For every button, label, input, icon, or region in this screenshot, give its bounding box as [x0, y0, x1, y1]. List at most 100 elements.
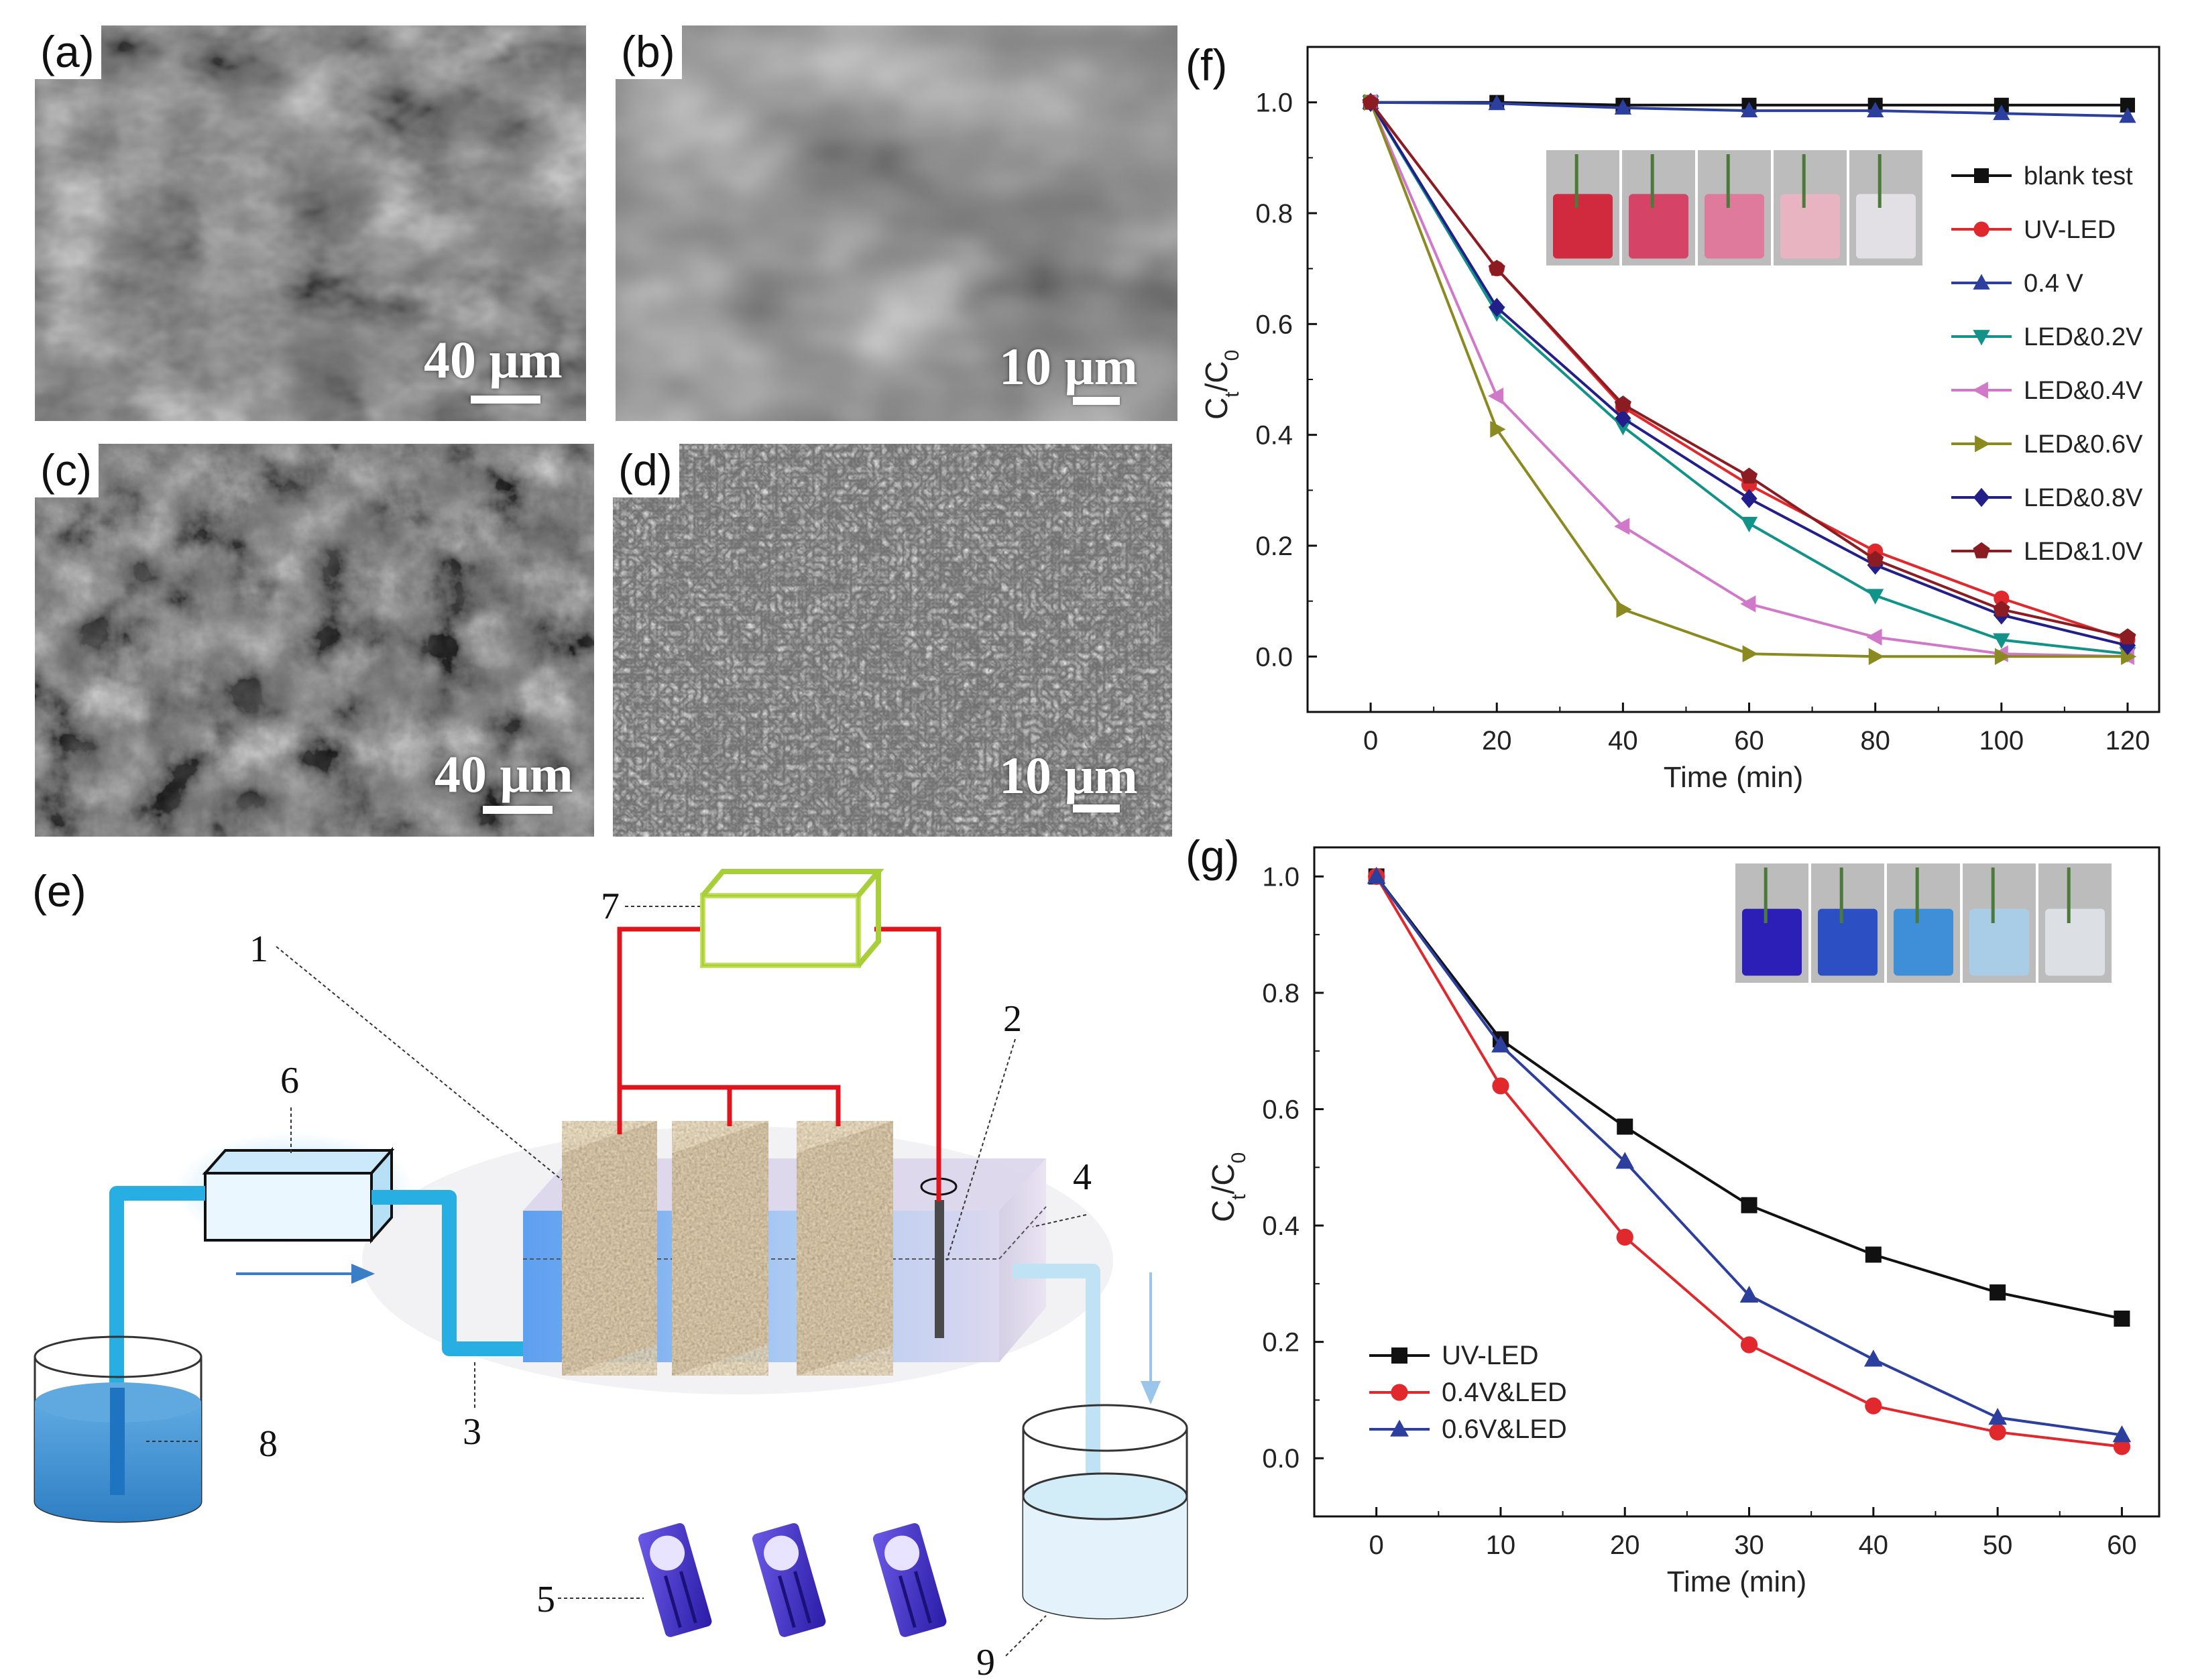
x-axis-label: Time (min): [1667, 1565, 1807, 1598]
legend-label: LED&0.6V: [2024, 430, 2143, 459]
leader-lines: [146, 906, 1087, 1657]
legend-label: 0.4V&LED: [1442, 1378, 1567, 1407]
flow-arrow-right: [236, 1263, 376, 1284]
scale-bar-a: [471, 396, 540, 404]
data-point: [1741, 467, 1758, 484]
data-point: [1740, 1336, 1758, 1354]
data-point: [2120, 97, 2135, 113]
label-5: 5: [536, 1579, 555, 1620]
data-point: [1741, 489, 1757, 509]
power-supply-box: [700, 869, 884, 968]
uv-led-1: [638, 1523, 712, 1637]
data-point: [1616, 1228, 1633, 1246]
inset-solution: [1969, 908, 2029, 976]
panel-label-f: (f): [1186, 40, 1228, 90]
series-0-6v-led: [1367, 866, 2132, 1443]
scale-label-a: 40 μm: [424, 331, 563, 389]
label-4: 4: [1073, 1156, 1092, 1198]
data-point: [1617, 1118, 1633, 1135]
data-point: [2119, 628, 2136, 645]
legend-marker: [1972, 381, 1988, 399]
data-point: [1614, 99, 1632, 115]
wiring: [617, 926, 941, 1201]
outlet-pipe: [1013, 1264, 1100, 1475]
label-9: 9: [976, 1642, 995, 1680]
inset-solution: [1629, 194, 1688, 259]
data-point: [1490, 420, 1506, 438]
panel-label-a: (a): [35, 25, 101, 79]
series-led-1-0v: [1362, 93, 2136, 645]
x-tick-label: 30: [1734, 1531, 1764, 1560]
sem-image-b: [616, 25, 1177, 421]
y-tick-label: 0.6: [1255, 310, 1293, 339]
data-point: [1362, 93, 1379, 110]
plot-frame: [1313, 846, 2160, 1518]
electrode-plate-1: [562, 1121, 657, 1376]
y-tick-label: 0.4: [1262, 1211, 1300, 1241]
legend-marker: [1390, 1419, 1409, 1437]
legend-label: blank test: [2024, 162, 2133, 190]
x-tick-label: 100: [1979, 726, 2024, 756]
flow-arrow-down: [1140, 1272, 1161, 1405]
y-tick-label: 0.8: [1255, 199, 1293, 229]
data-point: [1492, 1077, 1509, 1095]
scale-label-b: 10 μm: [999, 337, 1138, 396]
reference-electrode: [935, 1200, 944, 1338]
legend-marker: [1973, 274, 1990, 290]
panel-label-g: (g): [1186, 831, 1240, 881]
data-point: [1866, 628, 1882, 646]
data-point: [2113, 1438, 2131, 1455]
x-tick-label: 20: [1482, 726, 1512, 756]
x-tick-label: 60: [1734, 726, 1764, 756]
y-tick-label: 1.0: [1255, 88, 1293, 118]
data-point: [1491, 1035, 1510, 1053]
legend-marker: [1973, 542, 1990, 558]
data-point: [1990, 1284, 2006, 1301]
x-axis-label: Time (min): [1664, 761, 1804, 794]
data-point: [1488, 95, 1505, 111]
data-point: [1867, 589, 1884, 605]
inset-photo: [1546, 150, 1922, 265]
data-point: [1988, 1408, 2007, 1425]
reactor-schematic: 1 2 3 4 5 6 7 8 9: [34, 869, 1188, 1680]
data-point: [1994, 648, 2011, 665]
data-point: [1615, 1152, 1635, 1169]
y-axis-label: Ct/C0: [1199, 350, 1243, 420]
series-led-0-6v: [1364, 94, 2137, 665]
data-point: [1739, 1285, 1759, 1303]
legend-label: LED&0.4V: [2024, 377, 2143, 405]
data-point: [2114, 1310, 2130, 1327]
panel-label-d: (d): [613, 444, 679, 497]
legend-label: LED&1.0V: [2024, 538, 2143, 566]
inset-solution: [1705, 194, 1764, 259]
legend: UV-LED 0.4V&LED 0.6V&LED: [1369, 1341, 1567, 1444]
x-tick-label: 40: [1859, 1531, 1889, 1560]
x-tick-label: 60: [2107, 1531, 2137, 1560]
data-point: [1994, 590, 2010, 607]
data-point: [2119, 107, 2136, 123]
x-tick-label: 20: [1610, 1531, 1640, 1560]
data-point: [1868, 648, 1884, 665]
data-point: [1740, 595, 1756, 613]
data-point: [1993, 105, 2010, 121]
inset-solution: [1818, 908, 1878, 976]
data-point: [1367, 866, 1386, 884]
data-point: [1742, 645, 1758, 662]
inset-solution: [1553, 194, 1613, 259]
sem-image-d: [613, 444, 1172, 837]
y-tick-label: 1.0: [1262, 862, 1300, 892]
data-point: [1867, 550, 1884, 567]
legend-marker: [1975, 435, 1991, 453]
data-point: [1867, 101, 1884, 117]
legend-marker: [1973, 330, 1990, 346]
label-7: 7: [601, 886, 620, 927]
data-point: [1614, 396, 1631, 412]
legend-label: LED&0.8V: [2024, 484, 2143, 512]
data-point: [1865, 1246, 1882, 1263]
data-point: [1993, 633, 2010, 649]
data-point: [1616, 601, 1632, 618]
pump-box: [202, 1146, 395, 1244]
x-tick-label: 0: [1363, 726, 1378, 756]
label-2: 2: [1003, 998, 1022, 1040]
data-point: [2121, 648, 2137, 665]
